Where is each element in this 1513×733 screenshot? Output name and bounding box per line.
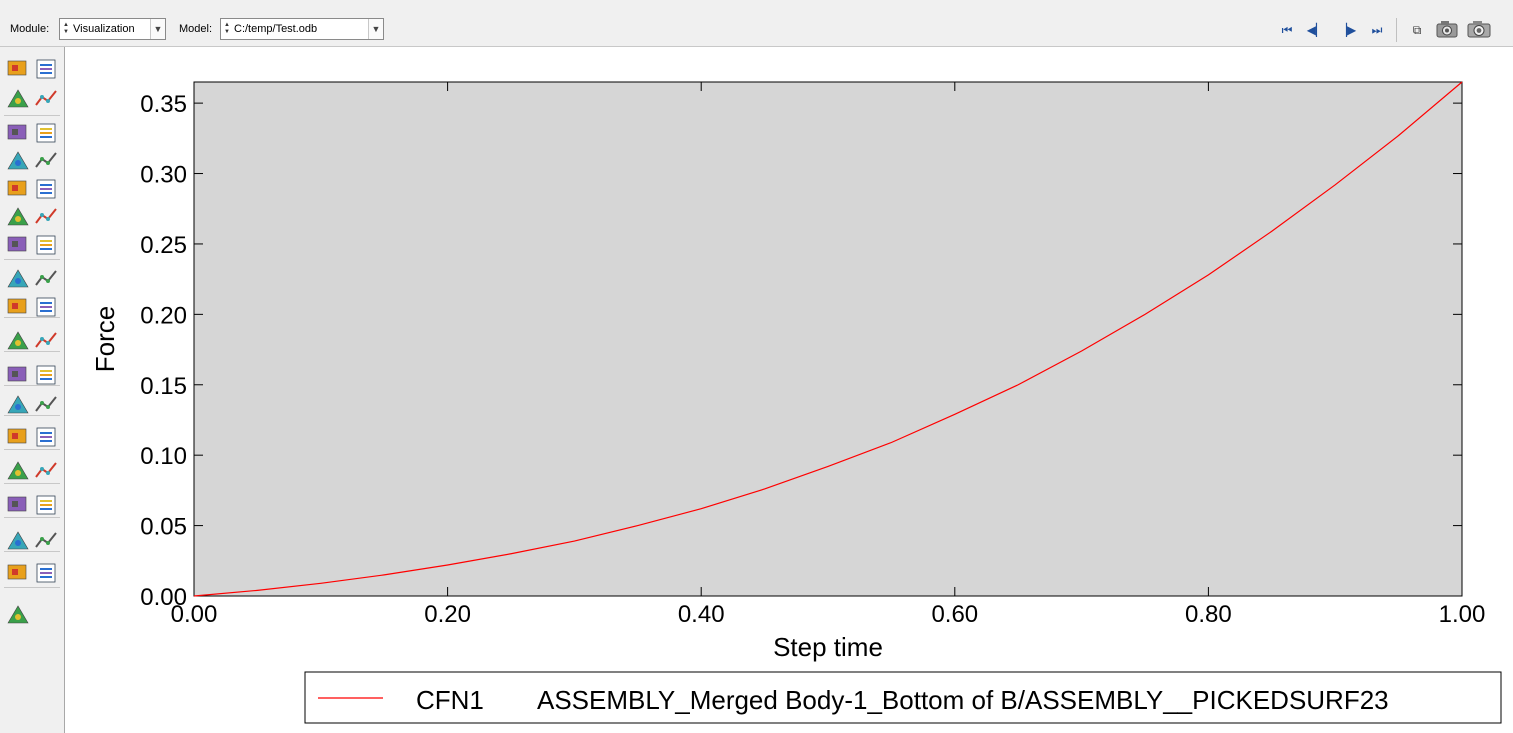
plot-deformed-icon[interactable] [34, 121, 58, 145]
create-xy-data-icon[interactable] [6, 363, 30, 387]
legend-series-name: CFN1 [416, 685, 484, 715]
module-combo[interactable]: ▲ ▼ Visualization ▼ [59, 18, 166, 40]
viewport-layout-icon[interactable]: ⧉ [1412, 23, 1422, 37]
toolbox-divider [4, 551, 60, 552]
camera-icon[interactable] [1467, 20, 1491, 40]
x-axis-label: Step time [773, 632, 883, 662]
toolbox-divider [4, 517, 60, 518]
first-frame-icon[interactable]: ⏮ [1281, 23, 1293, 37]
y-tick-label: 0.05 [140, 514, 187, 541]
toolbox-divider [4, 449, 60, 450]
contour-options-icon[interactable] [34, 149, 58, 173]
view-cut-manager-icon[interactable] [34, 425, 58, 449]
toolbox-divider [4, 483, 60, 484]
last-frame-icon[interactable]: ⏭ [1371, 23, 1383, 37]
plot-symbols-icon[interactable] [6, 177, 30, 201]
query-stress-linearization-icon[interactable] [6, 493, 30, 517]
context-toolbar: Module: ▲ ▼ Visualization ▼ Model: ▲ ▼ C:/… [0, 14, 1513, 47]
custom-tool-icon[interactable] [6, 603, 30, 627]
superimpose-options-icon[interactable] [34, 233, 58, 257]
module-spinner-icon[interactable]: ▲ ▼ [63, 22, 69, 35]
create-stream-icon[interactable] [6, 529, 30, 553]
create-path-icon[interactable] [6, 393, 30, 417]
x-tick-label: 0.80 [1185, 601, 1232, 628]
plot-undeformed-icon[interactable] [6, 121, 30, 145]
next-frame-icon[interactable]: ▕▶ [1337, 23, 1357, 37]
plot-area [193, 81, 1463, 597]
animate-time-history-icon[interactable] [6, 295, 30, 319]
plot-material-orientations-icon[interactable] [6, 205, 30, 229]
display-groups-icon[interactable] [6, 87, 30, 111]
y-axis-label: Force [90, 306, 120, 372]
movie-camera-icon[interactable] [1436, 20, 1458, 40]
toolbox-divider [4, 385, 60, 386]
toolbar-divider [1396, 18, 1397, 42]
toolbox-divider [4, 115, 60, 116]
create-free-body-icon[interactable] [6, 329, 30, 353]
x-tick-label: 0.20 [424, 601, 471, 628]
create-xy-plot-icon[interactable] [34, 393, 58, 417]
module-value: Visualization [73, 23, 135, 35]
y-tick-label: 0.25 [140, 232, 187, 259]
module-toolbox [0, 47, 65, 733]
toolbox-divider [4, 415, 60, 416]
module-label: Module: [10, 23, 50, 35]
series-line-cfn1 [193, 81, 1463, 597]
model-spinner-icon[interactable]: ▲ ▼ [224, 22, 230, 35]
y-axis: 0.00 0.05 0.10 0.15 0.20 0.25 0.30 0.35 [140, 91, 1462, 611]
x-tick-label: 1.00 [1439, 601, 1486, 628]
animation-options-icon[interactable] [34, 295, 58, 319]
x-tick-label: 0.00 [171, 601, 218, 628]
legend: CFN1 ASSEMBLY_Merged Body-1_Bottom of B/… [304, 671, 1502, 724]
stream-options-icon[interactable] [34, 529, 58, 553]
toolbox-divider [4, 259, 60, 260]
title-strip [0, 0, 1513, 14]
y-tick-label: 0.20 [140, 302, 187, 329]
material-orientation-options-icon[interactable] [34, 205, 58, 229]
y-tick-label: 0.15 [140, 373, 187, 400]
toolbox-divider [4, 317, 60, 318]
element-labels-icon[interactable] [34, 57, 58, 81]
y-tick-label: 0.30 [140, 162, 187, 189]
x-axis: 0.00 0.20 0.40 0.60 0.80 1.00 [171, 82, 1486, 628]
animate-harmonic-icon[interactable] [34, 267, 58, 291]
animate-scale-factor-icon[interactable] [6, 267, 30, 291]
y-tick-label: 0.00 [140, 584, 187, 611]
model-value: C:/temp/Test.odb [234, 23, 318, 35]
plot-contours-icon[interactable] [6, 149, 30, 173]
report-options-icon[interactable] [34, 561, 58, 585]
create-section-points-icon[interactable] [6, 459, 30, 483]
chevron-down-icon[interactable]: ▼ [368, 19, 383, 39]
previous-frame-icon[interactable]: ◀▏ [1306, 23, 1326, 37]
legend-series-description: ASSEMBLY_Merged Body-1_Bottom of B/ASSEM… [537, 685, 1389, 715]
legend-box [304, 671, 1502, 724]
common-options-icon[interactable] [6, 233, 30, 257]
chevron-down-icon[interactable]: ▼ [150, 19, 165, 39]
report-icon[interactable] [6, 561, 30, 585]
y-tick-label: 0.10 [140, 443, 187, 470]
section-points-manager-icon[interactable] [34, 459, 58, 483]
x-tick-label: 0.60 [931, 601, 978, 628]
symbol-options-icon[interactable] [34, 177, 58, 201]
display-group-list-icon[interactable] [34, 87, 58, 111]
toolbox-divider [4, 351, 60, 352]
stream-manager-icon[interactable] [34, 493, 58, 517]
create-view-cut-icon[interactable] [6, 425, 30, 449]
model-label: Model: [179, 23, 213, 35]
y-tick-label: 0.35 [140, 91, 187, 118]
xy-data-manager-icon[interactable] [34, 363, 58, 387]
model-combo[interactable]: ▲ ▼ C:/temp/Test.odb ▼ [220, 18, 384, 40]
node-labels-icon[interactable] [6, 57, 30, 81]
free-body-manager-icon[interactable] [34, 329, 58, 353]
toolbox-divider [4, 587, 60, 588]
x-tick-label: 0.40 [678, 601, 725, 628]
